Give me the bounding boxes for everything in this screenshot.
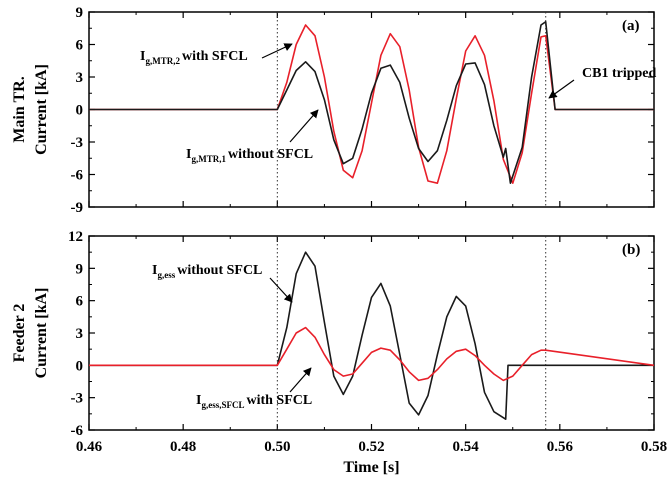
- y-tick-label: -6: [71, 423, 84, 439]
- annotation-arrow: [261, 43, 293, 59]
- annotation-label: Ig,MTR,1 without SFCL: [186, 147, 313, 164]
- y-tick-label: 0: [76, 358, 84, 374]
- y-tick-label: 12: [68, 229, 83, 245]
- series-group: [89, 251, 654, 421]
- y-tick-label: -9: [71, 200, 84, 216]
- series-line: [89, 251, 654, 421]
- annotation-label: Ig,MTR,2 with SFCL: [140, 49, 248, 66]
- annotation-arrow: [289, 367, 312, 393]
- annotation-symbol: I: [152, 263, 157, 278]
- series-line: [89, 326, 654, 382]
- y-tick-label: 9: [76, 261, 84, 277]
- y-axis-title-line: Current [kA]: [33, 288, 50, 379]
- annotation-text: without SFCL: [228, 147, 313, 162]
- y-tick-label: 9: [76, 5, 84, 21]
- annotation-subscript: g,MTR,1: [191, 154, 226, 164]
- annotation-subscript: g,ess: [157, 270, 175, 280]
- x-tick-label: 0.56: [547, 439, 574, 455]
- annotation-text: without SFCL: [177, 263, 262, 278]
- annotation-symbol: I: [140, 49, 145, 64]
- y-axis-title-line: Main TR.: [11, 76, 28, 142]
- series-group: [89, 20, 654, 184]
- panel-label: (a): [622, 18, 640, 34]
- y-tick-label: 6: [76, 38, 84, 54]
- y-tick-label: 6: [76, 294, 84, 310]
- annotation-subscript: g,MTR,2: [145, 56, 180, 66]
- annotation-arrow: [289, 109, 319, 143]
- annotation-label: CB1 tripped: [582, 66, 657, 81]
- series-line: [89, 24, 654, 184]
- x-tick-label: 0.52: [358, 439, 384, 455]
- y-tick-label: 0: [76, 103, 84, 119]
- x-tick-label: 0.58: [641, 439, 667, 455]
- plot-frame: [88, 235, 655, 431]
- x-axis-title: Time [s]: [343, 459, 399, 476]
- y-axis-title-line: Current [kA]: [33, 64, 50, 155]
- y-axis-title: Feeder 2 Current [kA]: [11, 288, 50, 379]
- annotation-arrow: [548, 79, 575, 99]
- annotation-arrow: [269, 277, 293, 303]
- y-tick-label: -6: [71, 168, 84, 184]
- y-tick-label: 3: [76, 326, 84, 342]
- series-line: [89, 20, 654, 184]
- y-tick-label: -3: [71, 391, 84, 407]
- annotation-label: Ig,ess,SFCL with SFCL: [196, 393, 312, 410]
- annotation-symbol: I: [196, 393, 201, 408]
- y-tick-label: 3: [76, 70, 84, 86]
- x-tick-label: 0.54: [453, 439, 480, 455]
- annotation-symbol: I: [186, 147, 191, 162]
- x-tick-label: 0.46: [76, 439, 103, 455]
- panel-a-main-tr-current: 9 6 3 0 -3 -6 -9 Main TR. Current [kA] (a) Ig,MTR,…: [11, 5, 657, 216]
- annotation-subscript: g,ess,SFCL: [201, 400, 244, 410]
- y-axis-title: Main TR. Current [kA]: [11, 64, 50, 155]
- annotation-label: Ig,ess without SFCL: [152, 263, 262, 280]
- y-axis-title-line: Feeder 2: [11, 304, 28, 363]
- shared-x-axis: 0.46 0.48 0.50 0.52 0.54 0.56 0.58 Time [s]: [76, 439, 667, 476]
- annotation-text: with SFCL: [246, 393, 312, 408]
- x-tick-label: 0.50: [264, 439, 290, 455]
- panel-label: (b): [622, 242, 640, 258]
- x-tick-label: 0.48: [170, 439, 196, 455]
- y-tick-label: -3: [71, 135, 84, 151]
- annotation-text: with SFCL: [182, 49, 248, 64]
